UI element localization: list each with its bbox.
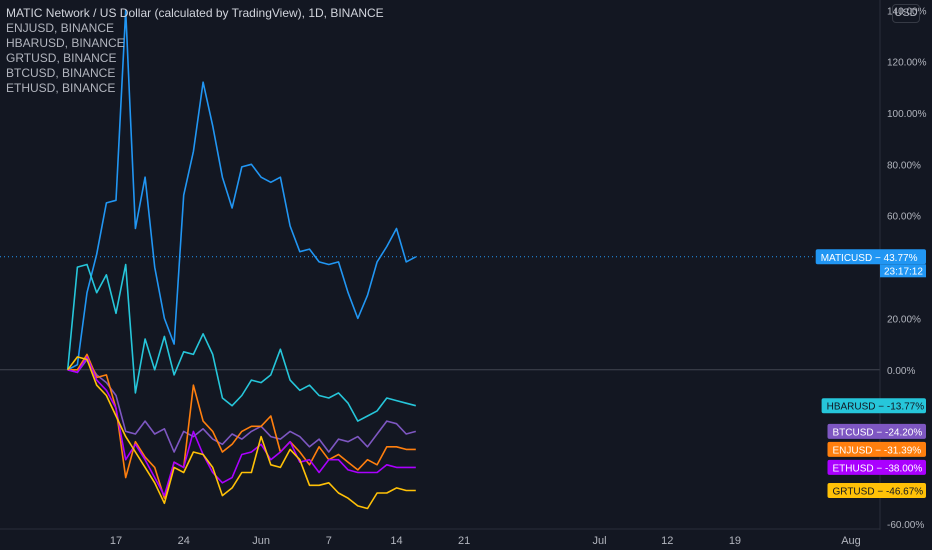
x-tick-label: Jun — [252, 535, 270, 547]
series-value-label-maticusd: MATICUSD − 43.77% — [821, 253, 918, 264]
compare-symbol-grtusd[interactable]: GRTUSD, BINANCE — [6, 51, 117, 65]
x-tick-label: 19 — [729, 535, 741, 547]
series-line-btcusd[interactable] — [67, 358, 417, 453]
compare-symbol-ethusd[interactable]: ETHUSD, BINANCE — [6, 81, 116, 95]
series-value-label-ethusd: ETHUSD − -38.00% — [833, 463, 923, 474]
series-line-grtusd[interactable] — [67, 356, 416, 510]
x-tick-label: 12 — [661, 535, 673, 547]
series-line-hbarusd[interactable] — [66, 263, 417, 422]
compare-symbol-hbarusd[interactable]: HBARUSD, BINANCE — [6, 36, 125, 50]
series-value-label-hbarusd: HBARUSD − -13.77% — [827, 402, 925, 413]
series-value-label-btcusd: BTCUSD − -24.20% — [833, 427, 923, 438]
y-tick-label: -60.00% — [887, 520, 924, 531]
y-tick-label: 60.00% — [887, 212, 921, 223]
series-value-badge — [827, 441, 926, 457]
currency-button[interactable]: USD — [892, 4, 920, 23]
y-tick-label: 100.00% — [887, 109, 927, 120]
y-tick-label: 140.00% — [887, 6, 927, 17]
series-line-enjusd[interactable] — [67, 353, 416, 500]
y-tick-label: 80.00% — [887, 160, 921, 171]
series-value-label-enjusd: ENJUSD − -31.39% — [833, 445, 922, 456]
series-value-badge — [827, 459, 926, 475]
series-value-badge — [827, 423, 926, 439]
x-tick-label: Aug — [841, 535, 861, 547]
x-tick-label: 21 — [458, 535, 470, 547]
main-symbol-title[interactable]: MATIC Network / US Dollar (calculated by… — [6, 6, 384, 20]
y-tick-label: 120.00% — [887, 58, 927, 69]
y-tick-label: 0.00% — [887, 366, 915, 377]
series-value-badge — [827, 482, 926, 498]
y-tick-label: 20.00% — [887, 314, 921, 325]
compare-symbol-enjusd[interactable]: ENJUSD, BINANCE — [6, 21, 115, 35]
x-tick-label: Jul — [593, 535, 607, 547]
compare-symbol-btcusd[interactable]: BTCUSD, BINANCE — [6, 66, 116, 80]
x-tick-label: 24 — [178, 535, 190, 547]
chart-legend: MATIC Network / US Dollar (calculated by… — [6, 6, 384, 96]
x-tick-label: 7 — [326, 535, 332, 547]
series-value-badge — [821, 398, 926, 414]
countdown-badge — [880, 264, 926, 278]
countdown-timer: 23:17:12 — [884, 266, 923, 277]
series-line-ethusd[interactable] — [67, 356, 416, 497]
series-value-badge — [815, 249, 926, 265]
x-tick-label: 14 — [390, 535, 402, 547]
series-value-label-grtusd: GRTUSD − -46.67% — [833, 486, 924, 497]
x-tick-label: 17 — [110, 535, 122, 547]
series-line-maticusd[interactable] — [67, 9, 417, 371]
